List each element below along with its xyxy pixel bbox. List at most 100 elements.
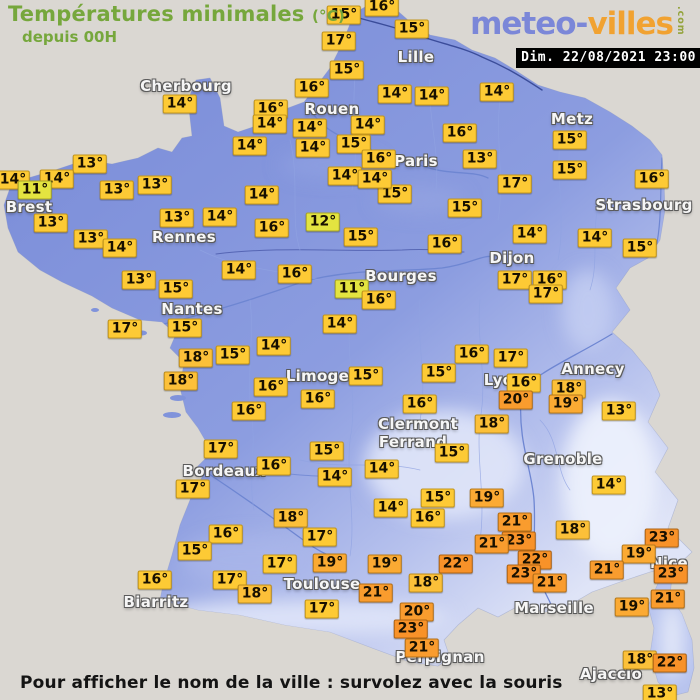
temp-badge[interactable]: 23° — [393, 619, 429, 639]
temp-badge[interactable]: 17° — [497, 270, 533, 290]
temp-badge[interactable]: 21° — [497, 512, 533, 532]
temp-badge[interactable]: 23° — [644, 528, 680, 548]
temp-badge[interactable]: 17° — [175, 479, 211, 499]
temp-badge[interactable]: 17° — [203, 439, 239, 459]
temp-badge[interactable]: 14° — [350, 115, 386, 135]
temp-badge[interactable]: 18° — [237, 584, 273, 604]
temp-badge[interactable]: 14° — [292, 118, 328, 138]
temp-badge[interactable]: 21° — [532, 573, 568, 593]
temp-badge[interactable]: 14° — [162, 94, 198, 114]
temp-badge[interactable]: 14° — [221, 260, 257, 280]
temp-badge[interactable]: 17° — [304, 599, 340, 619]
temp-badge[interactable]: 15° — [552, 160, 588, 180]
temp-badge[interactable]: 15° — [348, 366, 384, 386]
temp-badge[interactable]: 13° — [121, 270, 157, 290]
temp-badge[interactable]: 14° — [232, 136, 268, 156]
temp-badge[interactable]: 16° — [361, 149, 397, 169]
temp-badge[interactable]: 15° — [215, 345, 251, 365]
temp-badge[interactable]: 15° — [329, 60, 365, 80]
temp-badge[interactable]: 15° — [309, 441, 345, 461]
temp-badge[interactable]: 14° — [364, 459, 400, 479]
temp-badge[interactable]: 16° — [454, 344, 490, 364]
temp-badge[interactable]: 14° — [373, 498, 409, 518]
temp-badge[interactable]: 22° — [652, 653, 688, 673]
temp-badge[interactable]: 16° — [402, 394, 438, 414]
temp-badge[interactable]: 20° — [399, 602, 435, 622]
temp-badge[interactable]: 14° — [256, 336, 292, 356]
temp-badge[interactable]: 13° — [33, 213, 69, 233]
temp-badge[interactable]: 22° — [438, 554, 474, 574]
temp-badge[interactable]: 15° — [420, 488, 456, 508]
temp-badge[interactable]: 11° — [334, 279, 370, 299]
temp-badge[interactable]: 17° — [528, 284, 564, 304]
temp-badge[interactable]: 14° — [102, 238, 138, 258]
temp-badge[interactable]: 15° — [421, 363, 457, 383]
temp-badge[interactable]: 14° — [512, 224, 548, 244]
temp-badge[interactable]: 15° — [336, 134, 372, 154]
temp-badge[interactable]: 19° — [621, 544, 657, 564]
temp-badge[interactable]: 15° — [158, 279, 194, 299]
temp-badge[interactable]: 15° — [343, 227, 379, 247]
temp-badge[interactable]: 17° — [321, 31, 357, 51]
temp-badge[interactable]: 18° — [273, 508, 309, 528]
temp-badge[interactable]: 14° — [295, 138, 331, 158]
temp-badge[interactable]: 13° — [137, 175, 173, 195]
temp-badge[interactable]: 16° — [256, 456, 292, 476]
temp-badge[interactable]: 21° — [589, 560, 625, 580]
temp-badge[interactable]: 21° — [474, 534, 510, 554]
temp-badge[interactable]: 15° — [377, 184, 413, 204]
meteo-villes-logo[interactable]: meteo-villes .com — [470, 6, 686, 42]
temp-badge[interactable]: 13° — [601, 401, 637, 421]
temp-badge[interactable]: 14° — [479, 82, 515, 102]
temp-badge[interactable]: 14° — [414, 86, 450, 106]
temp-badge[interactable]: 16° — [294, 78, 330, 98]
temp-badge[interactable]: 13° — [159, 208, 195, 228]
temp-badge[interactable]: 15° — [622, 238, 658, 258]
temp-badge[interactable]: 18° — [622, 650, 658, 670]
temp-badge[interactable]: 21° — [358, 583, 394, 603]
temp-badge[interactable]: 14° — [202, 207, 238, 227]
temp-badge[interactable]: 16° — [208, 524, 244, 544]
temp-badge[interactable]: 13° — [99, 180, 135, 200]
temp-badge[interactable]: 18° — [178, 348, 214, 368]
temp-badge[interactable]: 13° — [642, 684, 678, 700]
temp-badge[interactable]: 16° — [364, 0, 400, 17]
temp-badge[interactable]: 23° — [501, 531, 537, 551]
temp-badge[interactable]: 17° — [107, 319, 143, 339]
temp-badge[interactable]: 14° — [322, 314, 358, 334]
temp-badge[interactable]: 16° — [300, 389, 336, 409]
temp-badge[interactable]: 17° — [302, 527, 338, 547]
temp-badge[interactable]: 14° — [252, 114, 288, 134]
temp-badge[interactable]: 15° — [167, 318, 203, 338]
temp-badge[interactable]: 18° — [408, 573, 444, 593]
temp-badge[interactable]: 23° — [653, 564, 689, 584]
temp-badge[interactable]: 16° — [231, 401, 267, 421]
temp-badge[interactable]: 16° — [254, 218, 290, 238]
temp-badge[interactable]: 18° — [551, 379, 587, 399]
temp-badge[interactable]: 12° — [305, 212, 341, 232]
temp-badge[interactable]: 17° — [262, 554, 298, 574]
temp-badge[interactable]: 16° — [253, 377, 289, 397]
temp-badge[interactable]: 16° — [427, 234, 463, 254]
temp-badge[interactable]: 19° — [312, 553, 348, 573]
temp-badge[interactable]: 19° — [367, 554, 403, 574]
temp-badge[interactable]: 15° — [434, 443, 470, 463]
temp-badge[interactable]: 19° — [614, 597, 650, 617]
temp-badge[interactable]: 14° — [317, 467, 353, 487]
temp-badge[interactable]: 21° — [404, 638, 440, 658]
temp-badge[interactable]: 11° — [17, 180, 53, 200]
temp-badge[interactable]: 18° — [474, 414, 510, 434]
temp-badge[interactable]: 13° — [72, 154, 108, 174]
temp-badge[interactable]: 17° — [497, 174, 533, 194]
temp-badge[interactable]: 16° — [442, 123, 478, 143]
temp-badge[interactable]: 14° — [577, 228, 613, 248]
temp-badge[interactable]: 20° — [498, 390, 534, 410]
temp-badge[interactable]: 14° — [377, 84, 413, 104]
temp-badge[interactable]: 13° — [462, 149, 498, 169]
temp-badge[interactable]: 18° — [555, 520, 591, 540]
temp-badge[interactable]: 17° — [493, 348, 529, 368]
temp-badge[interactable]: 23° — [506, 564, 542, 584]
temp-badge[interactable]: 19° — [548, 394, 584, 414]
temp-badge[interactable]: 15° — [552, 130, 588, 150]
